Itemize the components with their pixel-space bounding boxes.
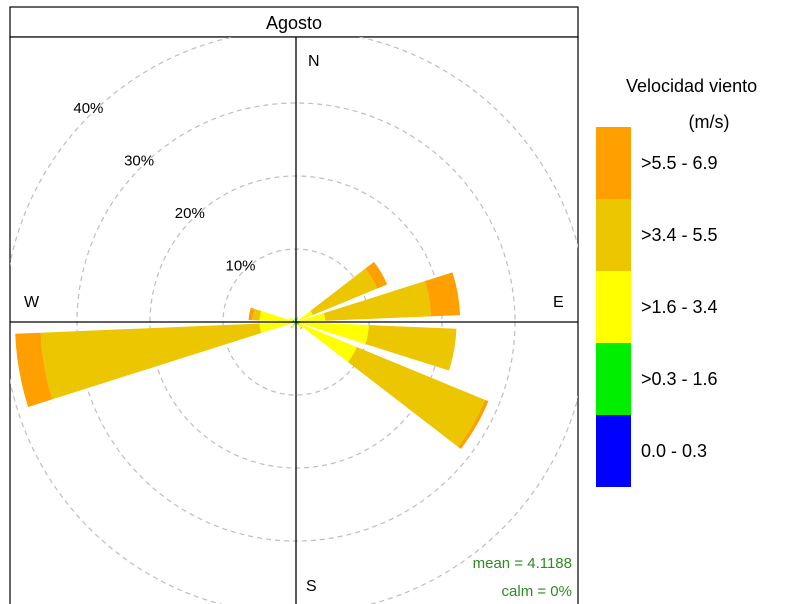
sector-80-band-2 (299, 313, 326, 322)
sector-300-band-2 (289, 317, 294, 321)
mean-speed-label: mean = 4.1188 (473, 555, 572, 572)
radial-tick-labels: 10% 20% 30% 40% (73, 100, 255, 275)
sector-120-band-3 (348, 347, 485, 447)
direction-west-label: W (24, 294, 40, 311)
radial-tick-label: 20% (175, 205, 205, 222)
direction-east-label: E (553, 294, 564, 311)
legend-label: >1.6 - 3.4 (641, 297, 718, 317)
sector-220-band-2 (291, 324, 295, 327)
sector-220-band-1 (293, 322, 296, 326)
sector-260-band-4 (15, 332, 53, 407)
sector-280-band-2 (259, 310, 293, 322)
sector-260-band-2 (259, 322, 293, 334)
direction-north-label: N (308, 53, 320, 70)
radial-tick-label: 40% (73, 100, 103, 117)
legend: Velocidad viento (m/s) >5.5 - 6.9 >3.4 - … (596, 76, 757, 487)
calm-percent-label: calm = 0% (502, 583, 572, 600)
legend-label: 0.0 - 0.3 (641, 441, 707, 461)
sector-140-band-3 (299, 326, 303, 330)
legend-swatch (596, 271, 631, 343)
sector-260-band-3 (40, 323, 262, 400)
radial-tick-label: 10% (225, 258, 255, 275)
legend-units: (m/s) (689, 112, 730, 132)
sector-140-band-1 (296, 322, 299, 326)
sector-280-band-4 (248, 307, 255, 321)
legend-label: >3.4 - 5.5 (641, 225, 718, 245)
sector-100-band-2 (299, 322, 369, 345)
legend-swatch (596, 199, 631, 271)
sector-140-band-2 (297, 324, 302, 329)
sector-80-band-4 (424, 272, 461, 317)
sector-20-band-2 (296, 316, 299, 319)
axes (10, 37, 578, 604)
direction-south-label: S (306, 578, 317, 595)
sector-120-band-2 (298, 323, 357, 363)
legend-swatch (596, 415, 631, 487)
radial-tick-label: 30% (124, 153, 154, 170)
sector-60-band-2 (297, 310, 313, 322)
legend-swatch (596, 127, 631, 199)
sector-60-band-3 (310, 268, 377, 316)
sector-120-band-4 (457, 399, 489, 449)
legend-title: Velocidad viento (626, 76, 757, 96)
sector-280-band-3 (252, 308, 262, 321)
legend-label: >5.5 - 6.9 (641, 153, 718, 173)
chart-title: Agosto (266, 13, 322, 33)
sector-60-band-4 (365, 261, 388, 289)
sector-220-band-3 (290, 325, 293, 329)
title-strip (9, 6, 579, 38)
legend-label: >0.3 - 1.6 (641, 369, 718, 389)
sector-80-band-3 (323, 281, 431, 321)
legend-swatch (596, 343, 631, 415)
sector-100-band-3 (365, 325, 457, 371)
wind-sectors (15, 261, 489, 449)
